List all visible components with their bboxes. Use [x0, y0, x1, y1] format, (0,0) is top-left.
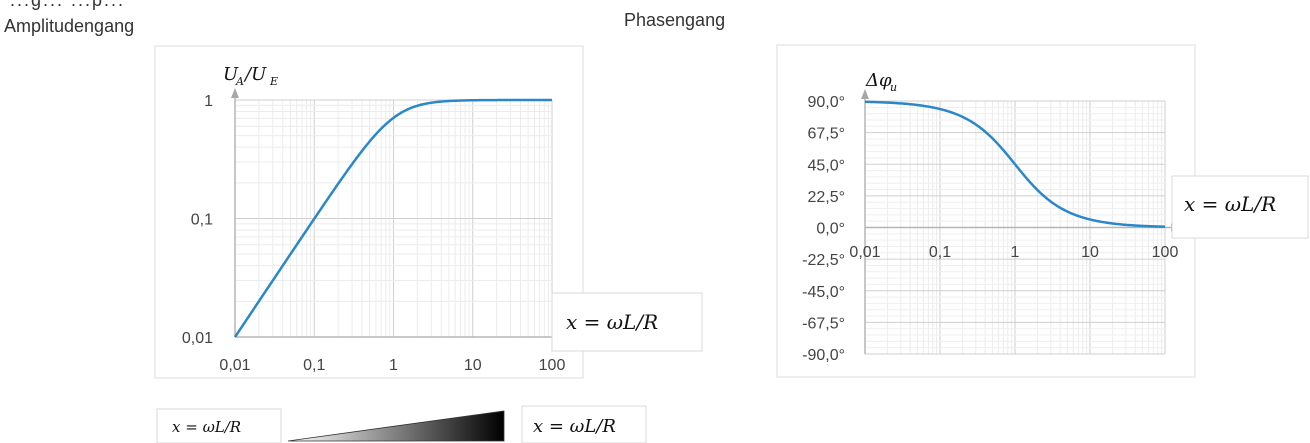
x-tick-label: 0,01: [849, 244, 880, 261]
y-axis-arrow: [861, 89, 869, 99]
x-tick-label: 1: [389, 357, 398, 374]
phase-x-label: x = ωL/R: [1184, 192, 1276, 216]
x-tick-label: 10: [464, 357, 482, 374]
svg-text:u: u: [890, 81, 897, 94]
amplitude-y-label: U A /U E: [223, 64, 278, 88]
y-tick-label: 67,5°: [807, 126, 845, 143]
svg-text:A: A: [235, 75, 244, 88]
x-tick-label: 0,1: [303, 357, 325, 374]
y-axis-arrow: [231, 88, 239, 98]
gradient-wedge: [287, 410, 505, 442]
amplitude-frame: [154, 45, 584, 379]
x-tick-label: 1: [1011, 244, 1020, 261]
y-tick-label: -90,0°: [802, 347, 845, 364]
y-tick-label: 1: [204, 93, 213, 110]
phase-x-label-box: [1171, 175, 1309, 239]
y-tick-label: 45,0°: [807, 157, 845, 174]
svg-text:E: E: [269, 75, 278, 88]
x-tick-label: 100: [539, 357, 566, 374]
x-tick-label: 10: [1081, 244, 1099, 261]
series-line: [233, 98, 553, 338]
x-tick-label: 0,01: [219, 357, 250, 374]
amplitude-tick-labels: 0,01 0,1 1 10 100 0,01 0,1 1: [182, 93, 566, 374]
series-line: [864, 100, 1166, 228]
phase-y-label: Δφ u: [865, 70, 897, 94]
phase-title: Phasengang: [624, 10, 726, 30]
phase-series: [864, 100, 1166, 228]
y-tick-label: -22,5°: [802, 252, 845, 269]
x-tick-label: 0,1: [929, 244, 951, 261]
legend-right-box: [521, 405, 647, 443]
amplitude-title: Amplitudengang: [4, 16, 135, 36]
legend-left-label: x = ωL/R: [172, 418, 241, 436]
y-tick-label: 90,0°: [807, 94, 845, 111]
y-tick-label: -45,0°: [802, 284, 845, 301]
svg-text:U: U: [223, 64, 239, 85]
phase-tick-labels: 0,01 0,1 1 10 100 90,0° 67,5° 45,0° 22,5° 0,0° -22…: [802, 94, 1178, 364]
y-tick-label: 0,01: [182, 330, 213, 347]
x-tick-label: 100: [1152, 244, 1179, 261]
legend-left-box: [156, 408, 282, 443]
clipped-top-text: ...g... ...p...: [0, 0, 1310, 14]
amplitude-x-label: x = ωL/R: [566, 310, 658, 334]
y-tick-label: 0,1: [191, 212, 213, 229]
y-tick-label: 22,5°: [807, 189, 845, 206]
clipped-top-text-content: ...g... ...p...: [10, 0, 126, 10]
legend-right-label: x = ωL/R: [533, 416, 616, 437]
amplitude-grid: [234, 99, 553, 338]
svg-text:Δφ: Δφ: [865, 70, 892, 91]
y-tick-label: 0,0°: [816, 221, 845, 238]
amplitude-series: [233, 98, 553, 338]
svg-text:/U: /U: [243, 64, 267, 85]
y-tick-label: -67,5°: [802, 315, 845, 332]
amplitude-x-label-box: [551, 292, 703, 352]
